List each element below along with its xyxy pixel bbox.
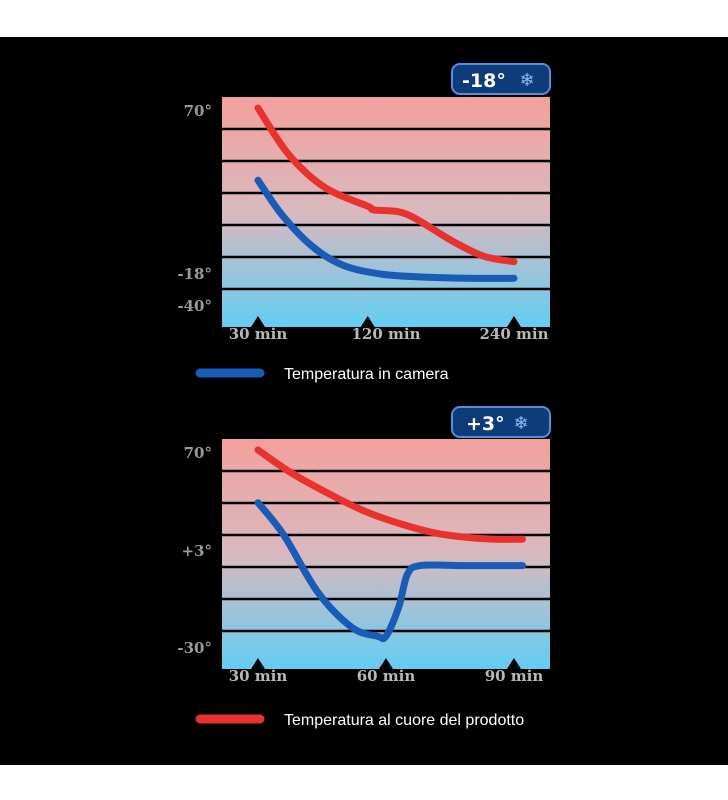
- temperature-charts: -18° ❄ 70° -18° -40° 30 min 120 min 240 …: [177, 63, 551, 729]
- grid-lines-top: [222, 127, 550, 291]
- x-tick-label: 60 min: [357, 667, 416, 685]
- snowflake-icon: ❄: [513, 413, 528, 434]
- x-tick-marker: [360, 316, 375, 327]
- legend-label-camera: Temperatura in camera: [284, 366, 449, 383]
- x-tick-marker: [379, 658, 393, 669]
- y-tick-label: 70°: [184, 444, 212, 462]
- x-tick-markers-bottom: [251, 658, 521, 669]
- series-group-top: [254, 104, 518, 282]
- y-tick-label: 70°: [184, 102, 212, 120]
- x-tick-marker: [507, 316, 521, 327]
- y-tick-label: -18°: [177, 265, 212, 283]
- x-tick-label: 30 min: [229, 325, 288, 343]
- x-tick-marker: [251, 658, 265, 669]
- badge-label: +3°: [466, 413, 505, 435]
- chart-bottom: +3° ❄ 70° +3° -30° 30 min 60 min 90 min: [177, 406, 551, 685]
- y-tick-label: +3°: [181, 542, 212, 560]
- x-tick-marker: [507, 658, 521, 669]
- series-group-bottom: [254, 446, 526, 643]
- x-tick-label: 30 min: [229, 667, 288, 685]
- legend-label-core: Temperatura al cuore del prodotto: [284, 712, 524, 729]
- series-line-core: [254, 446, 526, 543]
- badge-box: [451, 63, 551, 95]
- chart-top: -18° ❄ 70° -18° -40° 30 min 120 min 240 …: [177, 63, 551, 343]
- badge-bottom: +3° ❄: [451, 406, 551, 438]
- svg-text:❄: ❄: [519, 70, 534, 91]
- x-tick-markers-top: [251, 316, 521, 327]
- badge-top: -18° ❄: [451, 63, 551, 95]
- badge-label: -18°: [462, 70, 506, 92]
- series-line-core: [254, 104, 518, 266]
- x-tick-marker: [251, 316, 265, 327]
- svg-text:❄: ❄: [513, 413, 528, 434]
- snowflake-icon: ❄: [519, 70, 534, 91]
- x-tick-label: 240 min: [479, 325, 548, 343]
- y-tick-label: -30°: [177, 639, 212, 657]
- legend-camera: Temperatura in camera: [195, 366, 449, 383]
- x-tick-label: 120 min: [351, 325, 420, 343]
- series-line-camera: [254, 176, 518, 282]
- chart-stage: -18° ❄ 70° -18° -40° 30 min 120 min 240 …: [0, 37, 728, 765]
- legend-core: Temperatura al cuore del prodotto: [195, 712, 524, 729]
- series-line-camera: [254, 499, 526, 643]
- badge-box: [451, 406, 551, 438]
- y-tick-label: -40°: [177, 297, 212, 315]
- x-tick-label: 90 min: [485, 667, 544, 685]
